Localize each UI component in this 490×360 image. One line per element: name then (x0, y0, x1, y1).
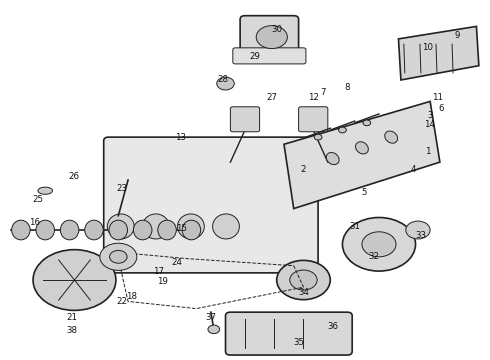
Text: 11: 11 (432, 93, 443, 102)
Ellipse shape (36, 220, 54, 240)
Text: 28: 28 (218, 76, 228, 85)
Text: 36: 36 (327, 322, 338, 331)
Text: 37: 37 (205, 313, 217, 322)
FancyBboxPatch shape (298, 107, 328, 132)
Text: 24: 24 (172, 258, 182, 267)
Ellipse shape (109, 220, 127, 240)
Circle shape (362, 232, 396, 257)
Text: 25: 25 (32, 195, 44, 204)
FancyBboxPatch shape (225, 312, 352, 355)
Text: 35: 35 (293, 338, 304, 347)
Text: 9: 9 (454, 31, 460, 40)
Text: 10: 10 (422, 43, 433, 52)
Ellipse shape (60, 220, 79, 240)
Text: 23: 23 (117, 184, 128, 193)
Ellipse shape (182, 220, 201, 240)
Text: 12: 12 (308, 93, 319, 102)
Text: 3: 3 (427, 111, 433, 120)
FancyBboxPatch shape (230, 107, 260, 132)
Circle shape (277, 260, 330, 300)
Text: 7: 7 (320, 88, 326, 97)
Ellipse shape (177, 214, 204, 239)
Ellipse shape (143, 214, 169, 239)
Text: 16: 16 (29, 219, 40, 228)
Circle shape (100, 243, 137, 270)
Text: 34: 34 (298, 288, 309, 297)
Ellipse shape (133, 220, 152, 240)
Circle shape (33, 249, 116, 310)
Text: 22: 22 (117, 297, 128, 306)
Ellipse shape (213, 214, 240, 239)
Ellipse shape (85, 220, 103, 240)
FancyBboxPatch shape (104, 137, 318, 273)
Ellipse shape (385, 131, 397, 143)
Text: 19: 19 (157, 277, 168, 286)
Text: 8: 8 (344, 83, 350, 92)
FancyBboxPatch shape (240, 16, 298, 59)
Text: 32: 32 (368, 252, 380, 261)
Text: 6: 6 (438, 104, 443, 113)
Circle shape (208, 325, 220, 334)
Circle shape (217, 77, 234, 90)
Text: 38: 38 (67, 325, 77, 334)
Text: 33: 33 (415, 231, 426, 240)
Text: 13: 13 (175, 132, 186, 141)
Circle shape (314, 134, 322, 140)
Text: 21: 21 (67, 313, 77, 322)
Text: 30: 30 (271, 26, 282, 35)
Text: 18: 18 (126, 292, 138, 301)
Text: 27: 27 (266, 93, 277, 102)
Ellipse shape (158, 220, 176, 240)
Circle shape (363, 120, 371, 126)
Text: 15: 15 (176, 224, 187, 233)
Polygon shape (284, 102, 440, 208)
Ellipse shape (107, 214, 134, 239)
Circle shape (406, 221, 430, 239)
Text: 29: 29 (249, 52, 260, 61)
Polygon shape (398, 26, 479, 80)
FancyBboxPatch shape (233, 48, 306, 64)
Text: 4: 4 (410, 165, 416, 174)
Text: 2: 2 (301, 165, 306, 174)
Ellipse shape (356, 142, 368, 154)
Text: 26: 26 (68, 172, 79, 181)
Ellipse shape (12, 220, 30, 240)
Text: 5: 5 (362, 188, 367, 197)
Ellipse shape (326, 153, 339, 165)
Text: 14: 14 (424, 120, 435, 129)
Circle shape (110, 250, 127, 263)
Text: 31: 31 (349, 222, 360, 231)
Circle shape (256, 26, 288, 49)
Text: 1: 1 (425, 147, 430, 156)
Circle shape (339, 127, 346, 133)
Ellipse shape (38, 187, 52, 194)
Circle shape (290, 270, 317, 290)
Text: 17: 17 (153, 267, 164, 276)
Circle shape (343, 217, 416, 271)
